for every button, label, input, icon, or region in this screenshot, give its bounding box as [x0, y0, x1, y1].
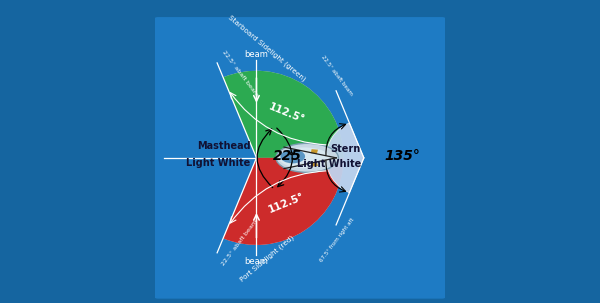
Wedge shape: [223, 71, 344, 158]
Text: beam: beam: [245, 50, 268, 58]
Text: Starboard Sidelight (green): Starboard Sidelight (green): [227, 14, 307, 82]
Text: 112.5°: 112.5°: [267, 191, 306, 215]
Wedge shape: [326, 123, 364, 193]
Text: 22.5° abaft beam: 22.5° abaft beam: [320, 55, 354, 97]
Text: beam: beam: [245, 257, 268, 266]
Text: Masthead: Masthead: [197, 142, 251, 152]
Text: Stern: Stern: [331, 144, 361, 154]
Ellipse shape: [276, 143, 338, 172]
Text: Light White: Light White: [187, 158, 251, 168]
Text: 22.5° abaft beam: 22.5° abaft beam: [221, 49, 259, 97]
Ellipse shape: [279, 147, 330, 168]
Text: 135°: 135°: [385, 149, 421, 163]
Text: 22.5° abaft beam: 22.5° abaft beam: [221, 219, 259, 267]
Text: °: °: [289, 152, 293, 161]
Wedge shape: [223, 158, 344, 245]
Polygon shape: [311, 149, 318, 154]
Text: 225: 225: [272, 149, 301, 163]
Text: 112.5°: 112.5°: [267, 101, 306, 125]
FancyBboxPatch shape: [154, 17, 446, 299]
Text: Port Sidelight (red): Port Sidelight (red): [239, 234, 295, 283]
Text: 67.5° from right aft: 67.5° from right aft: [319, 217, 355, 263]
Text: Light White: Light White: [297, 159, 361, 169]
Ellipse shape: [280, 149, 305, 163]
Polygon shape: [311, 162, 318, 167]
Wedge shape: [223, 71, 344, 245]
